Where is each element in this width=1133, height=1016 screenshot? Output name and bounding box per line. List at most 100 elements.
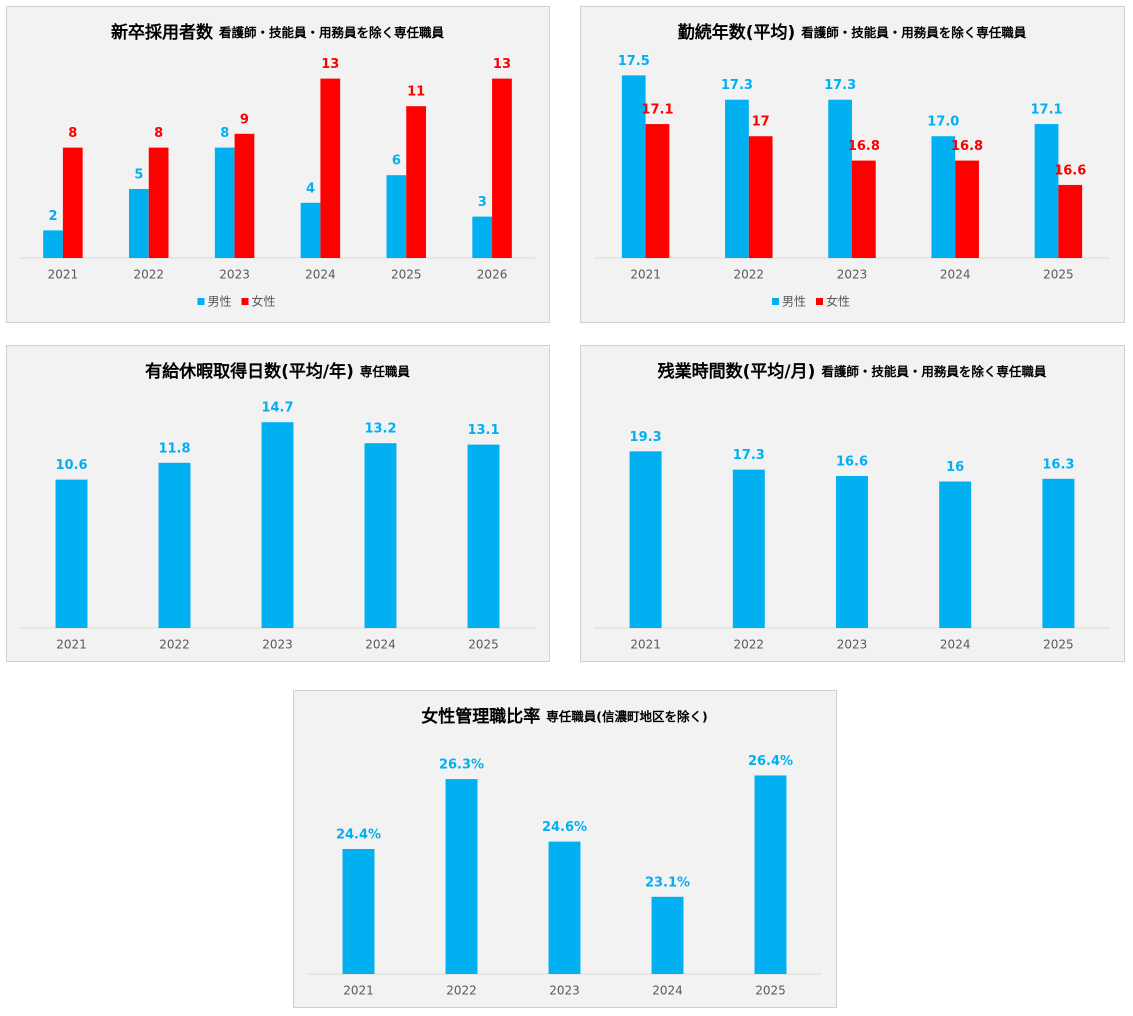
bar <box>754 775 787 974</box>
data-label: 13.2 <box>364 422 396 437</box>
x-tick-label: 2024 <box>305 268 336 282</box>
data-label: 17.3 <box>733 448 765 463</box>
x-tick-label: 2023 <box>262 638 293 652</box>
data-label: 23.1% <box>645 875 690 890</box>
data-label: 19.3 <box>630 430 662 445</box>
bar <box>234 133 255 258</box>
x-tick-label: 2024 <box>652 984 683 998</box>
title-main: 新卒採用者数 <box>111 22 214 43</box>
x-tick-label: 2022 <box>734 638 765 652</box>
legend-swatch <box>241 298 249 305</box>
data-label: 8 <box>220 126 229 141</box>
title-sub: 専任職員(信濃町地区を除く) <box>546 709 707 724</box>
data-label: 24.6% <box>542 820 587 835</box>
bar <box>1042 478 1075 628</box>
legend-label: 女性 <box>826 294 850 309</box>
chart: 女性管理職比率 専任職員(信濃町地区を除く) 2021 24.4% 2022 26.3% 2… <box>293 690 837 1008</box>
data-label: 11.8 <box>158 441 190 456</box>
x-tick-label: 2021 <box>630 268 661 282</box>
title-sub: 看護師・技能員・用務員を除く専任職員 <box>801 25 1027 40</box>
legend-label: 男性 <box>782 295 806 309</box>
data-label: 13 <box>321 57 339 72</box>
bar <box>300 202 321 258</box>
bar <box>445 779 478 974</box>
x-tick-label: 2023 <box>837 638 868 652</box>
bar <box>492 78 512 258</box>
x-tick-label: 2021 <box>630 638 661 652</box>
bar <box>158 462 191 628</box>
x-tick-label: 2022 <box>446 984 477 998</box>
bar <box>621 75 646 259</box>
x-tick-label: 2023 <box>219 268 250 282</box>
legend-swatch <box>772 298 779 305</box>
x-tick-label: 2025 <box>391 268 422 282</box>
x-tick-label: 2021 <box>48 268 79 282</box>
bar <box>748 136 773 258</box>
x-tick-label: 2024 <box>365 638 396 652</box>
data-label: 13.1 <box>467 423 499 438</box>
data-label: 16.6 <box>1054 163 1086 178</box>
bar <box>931 136 956 258</box>
data-label: 16.8 <box>951 139 983 154</box>
bar <box>467 444 500 628</box>
x-tick-label: 2025 <box>1043 638 1074 652</box>
x-tick-label: 2026 <box>477 268 508 282</box>
data-label: 4 <box>306 181 315 196</box>
x-tick-label: 2025 <box>468 638 499 652</box>
bar <box>651 896 684 974</box>
data-label: 16.3 <box>1042 457 1074 472</box>
bar <box>645 124 670 258</box>
bar <box>261 422 294 628</box>
bar <box>548 841 581 974</box>
data-label: 16.6 <box>836 455 868 470</box>
title-main: 勤続年数(平均) <box>678 22 796 43</box>
x-tick-label: 2024 <box>940 638 971 652</box>
bar <box>852 160 876 258</box>
bar <box>732 469 765 628</box>
bar <box>836 476 868 628</box>
chart: 勤続年数(平均) 看護師・技能員・用務員を除く専任職員 2021 17.5 17.1 20… <box>580 6 1125 323</box>
data-label: 8 <box>68 126 77 141</box>
bar <box>342 848 375 974</box>
data-label: 13 <box>493 57 511 72</box>
data-label: 17.1 <box>1030 103 1062 118</box>
bar <box>939 481 972 628</box>
x-tick-label: 2024 <box>940 268 971 282</box>
data-label: 9 <box>240 112 249 127</box>
x-tick-label: 2025 <box>755 984 786 998</box>
legend: 男性 女性 <box>197 294 276 309</box>
x-tick-label: 2021 <box>56 638 87 652</box>
bar <box>1034 124 1059 258</box>
data-label: 26.4% <box>748 754 793 769</box>
x-tick-label: 2022 <box>133 268 164 282</box>
data-label: 24.4% <box>336 827 381 842</box>
bar <box>828 99 852 259</box>
title-main: 有給休暇取得日数(平均/年) <box>145 361 354 382</box>
chart: 残業時間数(平均/月) 看護師・技能員・用務員を除く専任職員 2021 19.3 202… <box>580 345 1125 662</box>
data-label: 16 <box>946 460 964 475</box>
bar <box>55 479 88 628</box>
bar <box>472 216 493 258</box>
x-tick-label: 2021 <box>343 984 374 998</box>
legend-label: 女性 <box>252 294 276 309</box>
data-label: 16.8 <box>848 139 880 154</box>
bar <box>62 147 83 258</box>
bar <box>725 99 749 259</box>
x-tick-label: 2022 <box>734 268 765 282</box>
data-label: 3 <box>478 195 487 210</box>
chart-title: 新卒採用者数 看護師・技能員・用務員を除く専任職員 <box>111 22 445 43</box>
bar <box>1058 184 1083 258</box>
legend-swatch <box>816 298 823 305</box>
chart-title: 勤続年数(平均) 看護師・技能員・用務員を除く専任職員 <box>678 22 1027 43</box>
title-sub: 看護師・技能員・用務員を除く専任職員 <box>219 25 445 40</box>
data-label: 17.1 <box>641 103 673 118</box>
x-tick-label: 2023 <box>549 984 580 998</box>
data-label: 6 <box>392 154 401 169</box>
data-label: 11 <box>407 85 425 100</box>
data-label: 17.0 <box>927 115 959 130</box>
data-label: 5 <box>134 168 143 183</box>
x-tick-label: 2022 <box>159 638 190 652</box>
legend-swatch <box>197 298 205 305</box>
bar <box>148 147 169 258</box>
bar <box>364 443 397 628</box>
